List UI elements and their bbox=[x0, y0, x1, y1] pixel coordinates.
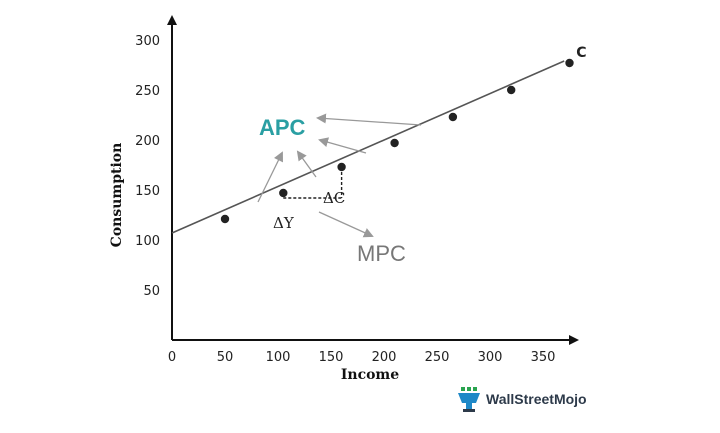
delta-c-label: ΔC bbox=[323, 189, 345, 207]
apc-arrow-3 bbox=[318, 137, 367, 154]
y-tick-label: 100 bbox=[135, 234, 160, 249]
y-tick-label: 50 bbox=[143, 284, 160, 299]
x-tick-labels: 0 50 100 150 200 250 300 350 bbox=[168, 350, 556, 365]
consumption-line bbox=[171, 60, 565, 234]
consumption-line-label: C bbox=[576, 45, 586, 61]
x-tick-label: 300 bbox=[478, 350, 503, 365]
y-tick-label: 250 bbox=[135, 84, 160, 99]
apc-arrow-2 bbox=[296, 150, 317, 178]
x-tick-label: 100 bbox=[266, 350, 291, 365]
data-point bbox=[279, 188, 288, 198]
data-point bbox=[390, 138, 399, 148]
apc-arrow-1 bbox=[257, 151, 283, 203]
data-point bbox=[507, 85, 516, 95]
mpc-label: MPC bbox=[357, 241, 406, 266]
x-tick-label: 150 bbox=[319, 350, 344, 365]
wsm-logo-text: WallStreetMojo bbox=[486, 391, 587, 407]
data-point bbox=[448, 112, 458, 122]
apc-arrow-4 bbox=[316, 113, 422, 126]
data-point bbox=[565, 58, 574, 68]
data-points bbox=[220, 58, 574, 224]
y-tick-label: 300 bbox=[135, 34, 160, 49]
x-tick-label: 0 bbox=[168, 350, 176, 365]
mpc-arrow bbox=[318, 211, 374, 238]
y-tick-label: 200 bbox=[135, 134, 160, 149]
apc-label: APC bbox=[259, 115, 306, 140]
x-tick-label: 200 bbox=[372, 350, 397, 365]
y-tick-label: 150 bbox=[135, 184, 160, 199]
x-tick-label: 250 bbox=[425, 350, 450, 365]
x-axis-title: Income bbox=[341, 367, 399, 383]
x-tick-label: 350 bbox=[531, 350, 556, 365]
x-tick-label: 50 bbox=[217, 350, 234, 365]
y-axis-title: Consumption bbox=[109, 143, 125, 248]
data-point bbox=[220, 214, 230, 224]
y-tick-labels: 50 100 150 200 250 300 bbox=[135, 34, 160, 299]
delta-y-label: ΔY bbox=[273, 214, 295, 232]
wsm-logo-icon bbox=[458, 387, 480, 412]
